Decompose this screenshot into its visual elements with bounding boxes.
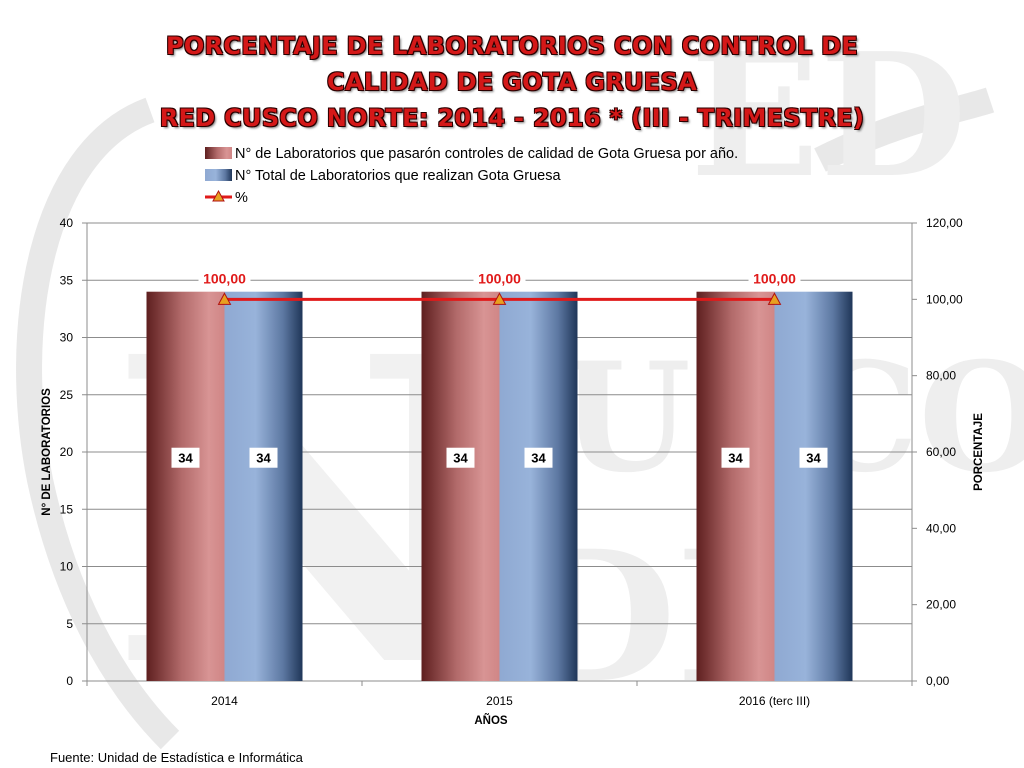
y-tick-label: 5 [66,617,73,631]
y2-tick-label: 20,00 [926,598,956,612]
line-value-label: 100,00 [753,270,796,286]
y-tick-label: 40 [60,216,74,230]
line-label-bg [748,269,801,288]
y2-tick-label: 120,00 [926,216,963,230]
y2-tick-label: 60,00 [926,445,956,459]
bar-series-1 [146,291,225,681]
bar-value-label: 34 [453,451,468,466]
x-tick-label: 2015 [486,694,513,708]
bar-label-bg [524,447,553,468]
bar-label-bg [446,447,475,468]
y-axis-title: N° DE LABORATORIOS [41,388,53,516]
bar-label-bg [799,447,828,468]
line-value-label: 100,00 [478,270,521,286]
y-tick-label: 0 [66,674,73,688]
legend-label-series-1: N° de Laboratorios que pasarón controles… [235,146,738,162]
y-tick-label: 35 [60,273,74,287]
y2-tick-label: 40,00 [926,521,956,535]
y-tick-label: 25 [60,388,74,402]
line-label-bg [473,269,526,288]
bar-label-bg [249,447,278,468]
y-tick-label: 30 [60,331,74,345]
source-note: Fuente: Unidad de Estadística e Informát… [50,750,303,765]
legend-item-series-2: N° Total de Laboratorios que realizan Go… [205,168,561,184]
x-axis-title: AÑOS [474,714,508,727]
bar-value-label: 34 [531,451,546,466]
bar-series-1 [696,291,775,681]
x-tick-label: 2014 [211,694,238,708]
chart-title-line-1: PORCENTAJE DE LABORATORIOS CON CONTROL D… [165,32,859,60]
legend-label-series-3: % [235,190,248,206]
legend-item-series-1: N° de Laboratorios que pasarón controles… [205,146,738,162]
legend-label-series-2: N° Total de Laboratorios que realizan Go… [235,168,561,184]
line-marker [217,292,232,305]
svg-text:ED: ED [690,16,967,216]
line-value-label: 100,00 [203,270,246,286]
bar-value-label: 34 [256,451,271,466]
bar-value-label: 34 [178,451,193,466]
legend: N° de Laboratorios que pasarón controles… [205,146,738,206]
y-tick-label: 10 [60,560,74,574]
bar-value-label: 34 [728,451,743,466]
line-marker [767,292,782,305]
x-tick-label: 2016 (terc III) [739,694,810,708]
line-marker [492,292,507,305]
plot-area: 0 5 10 15 20 25 30 35 40 0,00 20,00 40,00 60,00 80,00… [60,216,963,708]
y2-tick-label: 100,00 [926,292,963,306]
bar-value-label: 34 [806,451,821,466]
y2-tick-label: 80,00 [926,369,956,383]
chart-title-line-2: CALIDAD DE GOTA GRUESA [327,68,697,96]
bar-series-2 [499,291,578,681]
y-tick-label: 20 [60,445,74,459]
legend-item-series-3: % [205,189,248,206]
bar-series-2 [774,291,853,681]
line-label-bg [198,269,251,288]
bar-label-bg [171,447,200,468]
bar-series-2 [224,291,303,681]
y2-axis-title: PORCENTAJE [973,413,985,491]
bar-label-bg [721,447,750,468]
bar-series-1 [421,291,500,681]
chart-title-line-3: RED CUSCO NORTE: 2014 - 2016 * (III - TR… [159,104,865,132]
y2-tick-label: 0,00 [926,674,950,688]
y-tick-label: 15 [60,502,74,516]
